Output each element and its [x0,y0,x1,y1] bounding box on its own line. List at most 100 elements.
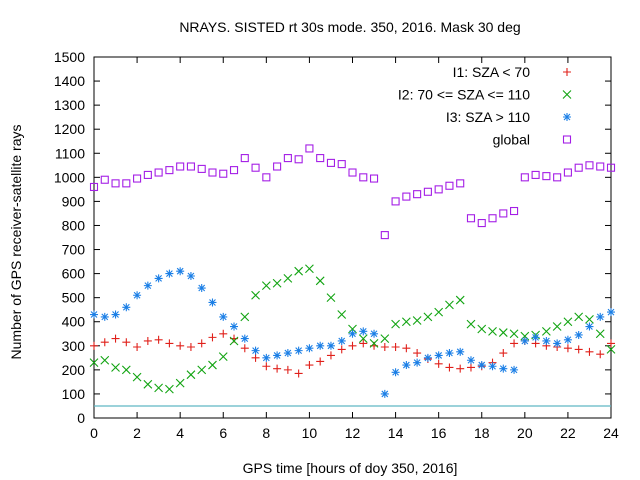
data-point [90,341,98,350]
data-point [520,173,529,182]
data-point [251,163,260,172]
series-4 [89,144,616,240]
data-point [219,329,228,338]
chart-title: NRAYS. SISTED rt 30s mode. 350, 2016. Ma… [179,19,520,35]
data-point [380,343,389,352]
data-point [477,361,486,370]
data-point [197,365,207,375]
legend-marker [562,135,572,144]
data-point [154,274,163,283]
data-point [466,356,475,365]
data-point [122,338,131,347]
data-point [402,344,411,353]
data-point [413,358,422,367]
data-point [305,344,314,353]
data-point [176,341,185,350]
x-tick-label: 14 [388,425,404,441]
data-point [326,293,336,303]
data-point [122,303,131,312]
data-point [316,341,325,350]
y-tick-label: 800 [62,217,86,233]
data-point [251,346,260,355]
data-point [510,339,519,348]
data-point [219,312,228,321]
data-point [585,322,594,331]
data-point [370,329,379,338]
data-point [111,363,120,372]
data-point [434,185,443,194]
data-point [165,384,174,394]
data-point [154,383,164,393]
data-point [175,378,185,388]
data-point [316,357,325,366]
data-point [423,353,432,362]
data-point [240,344,249,353]
data-point [466,363,475,372]
legend-label: global [493,132,530,148]
data-point [574,312,584,322]
y-tick-label: 0 [77,410,85,426]
data-point [358,334,368,343]
data-point [380,389,389,398]
data-point [520,336,529,345]
data-point [186,162,195,171]
data-point [359,173,368,182]
data-point [488,326,497,336]
data-point [595,329,605,339]
data-point [143,379,153,389]
x-tick-label: 12 [345,425,361,441]
data-point [294,266,304,276]
data-point [607,339,615,348]
data-point [100,175,109,184]
legend-marker [562,90,572,99]
data-point [133,343,142,352]
data-point [283,349,292,358]
x-tick-label: 24 [603,425,619,441]
data-point [337,345,346,354]
data-point [261,281,271,291]
data-point [208,360,217,370]
data-point [499,349,508,358]
data-point [510,365,519,374]
data-point [456,347,465,356]
y-axis-label: Number of GPS receiver-satellite rays [8,125,24,360]
data-point [401,317,411,327]
data-point [326,341,335,350]
data-point [294,155,303,164]
data-point [315,276,325,286]
data-point [251,353,260,362]
x-tick-label: 8 [262,425,270,441]
data-point [305,264,314,274]
data-point [553,339,562,348]
data-point [380,231,389,240]
data-point [585,161,594,170]
data-point [165,339,174,348]
data-point [466,319,476,329]
data-point [154,168,163,177]
x-axis-label: GPS time [hours of doy 350, 2016] [243,460,458,476]
y-tick-label: 600 [62,266,86,282]
data-point [273,162,282,171]
data-point [423,312,433,322]
data-point [305,361,314,370]
data-point [165,269,174,278]
data-point [89,358,99,368]
data-point [445,181,454,190]
data-point [133,291,142,300]
x-tick-label: 2 [133,425,141,441]
data-point [111,334,120,343]
data-point [240,312,250,322]
data-point [445,363,454,372]
data-point [197,164,206,173]
y-tick-label: 200 [62,362,86,378]
data-point [283,365,292,374]
data-point [574,330,583,339]
data-point [477,219,486,228]
data-point [402,361,411,370]
data-point [585,314,594,324]
data-point [413,349,422,358]
data-point [391,197,400,206]
data-point [391,343,400,352]
data-point [186,343,195,352]
x-tick-label: 0 [90,425,98,441]
